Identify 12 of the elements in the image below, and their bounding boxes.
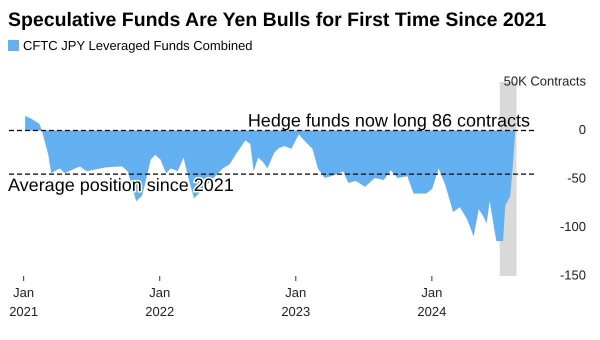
chart-title: Speculative Funds Are Yen Bulls for First Time Since 2021 <box>8 8 548 32</box>
y-tick-label: -100 <box>560 218 586 234</box>
y-tick-label: -150 <box>560 267 586 282</box>
y-tick-label: 50K Contracts <box>504 73 586 88</box>
legend-label: CFTC JPY Leveraged Funds Combined <box>22 36 253 54</box>
x-tick-label: Jan 2022 <box>145 285 174 319</box>
x-tick-label: Jan 2023 <box>281 285 310 319</box>
y-tick-label: 0 <box>578 122 586 137</box>
ref-line-label: Hedge funds now long 86 contracts <box>248 110 530 130</box>
x-tick-label: Jan 2021 <box>9 285 38 319</box>
x-tick-label: Jan 2024 <box>417 285 446 319</box>
y-tick-label: -50 <box>567 170 586 186</box>
